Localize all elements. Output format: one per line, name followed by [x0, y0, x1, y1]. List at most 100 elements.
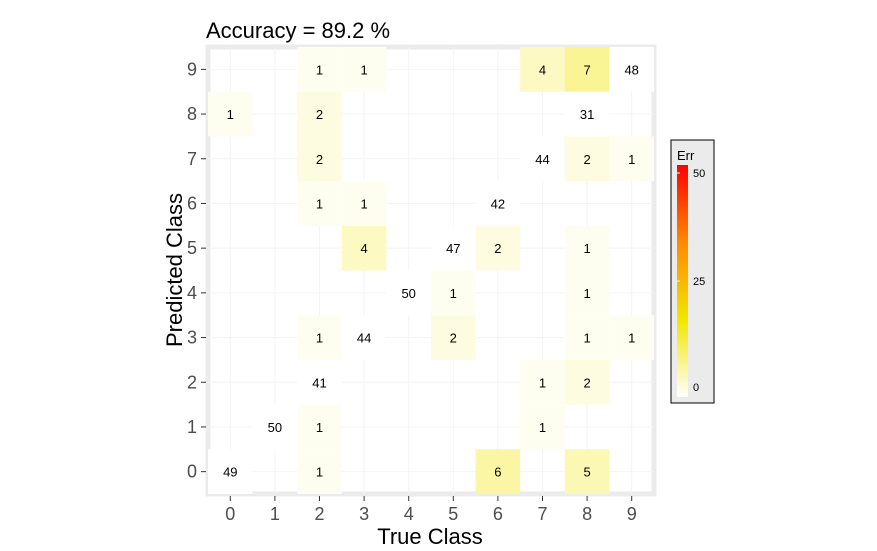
- y-tick-label: 6: [187, 193, 197, 213]
- cell-value-label: 4: [539, 62, 546, 77]
- heatmap-cell: [520, 359, 565, 405]
- cell-value-label: 2: [316, 107, 323, 122]
- x-tick-label: 7: [537, 504, 547, 524]
- cell-value-label: 1: [583, 241, 590, 256]
- heatmap-cell: [341, 47, 387, 92]
- cell-value-label: 2: [450, 331, 457, 346]
- heatmap-cell: [297, 181, 342, 226]
- cell-value-label: 1: [316, 62, 323, 77]
- cell-value-label: 44: [535, 152, 549, 167]
- heatmap-cell: [609, 136, 654, 182]
- cell-value-label: 5: [583, 465, 590, 480]
- heatmap-cell: [431, 315, 476, 360]
- x-tick-label: 1: [270, 504, 280, 524]
- heatmap-cell: [341, 225, 387, 271]
- cell-value-label: 1: [583, 286, 590, 301]
- heatmap-cell: [564, 315, 610, 360]
- x-tick-label: 4: [404, 504, 414, 524]
- heatmap-cell: [564, 449, 610, 494]
- heatmap-cell: [431, 270, 476, 316]
- cell-value-label: 31: [580, 107, 594, 122]
- x-tick-label: 8: [582, 504, 592, 524]
- x-tick-label: 0: [225, 504, 235, 524]
- cell-value-label: 1: [628, 152, 635, 167]
- cell-value-label: 1: [450, 286, 457, 301]
- y-axis-title: Predicted Class: [162, 193, 187, 347]
- cell-value-label: 1: [360, 196, 367, 211]
- heatmap-cell: [252, 404, 298, 450]
- x-tick-label: 3: [359, 504, 369, 524]
- cell-value-label: 1: [316, 196, 323, 211]
- heatmap-cell: [297, 315, 342, 360]
- heatmap-cell: [609, 315, 654, 360]
- heatmap-cell: [208, 91, 253, 137]
- cell-value-label: 1: [227, 107, 234, 122]
- y-tick-label: 0: [187, 462, 197, 482]
- heatmap-cell: [341, 181, 387, 226]
- x-tick-label: 2: [314, 504, 324, 524]
- legend-tick-label: 0: [693, 382, 699, 394]
- cell-value-label: 48: [624, 62, 638, 77]
- cell-value-label: 1: [316, 465, 323, 480]
- heatmap-cell: [341, 315, 387, 360]
- cell-labels: 4915011411122144411502147624211444521112…: [223, 62, 639, 479]
- heatmap-cell: [564, 47, 610, 92]
- heatmap-cell: [297, 47, 342, 92]
- x-tick-label: 9: [627, 504, 637, 524]
- cell-value-label: 49: [223, 465, 237, 480]
- heatmap-cell: [520, 47, 565, 92]
- x-tick-label: 5: [448, 504, 458, 524]
- cell-value-label: 7: [583, 62, 590, 77]
- heatmap-cell: [520, 136, 565, 182]
- cell-value-label: 50: [268, 420, 282, 435]
- heatmap-cell: [297, 91, 342, 137]
- cell-value-label: 1: [539, 420, 546, 435]
- cell-value-label: 2: [494, 241, 501, 256]
- heatmap-cell: [297, 359, 342, 405]
- heatmap-cell: [475, 225, 521, 271]
- heatmap-cell: [520, 404, 565, 450]
- heatmap-cell: [208, 449, 253, 494]
- cell-value-label: 2: [583, 152, 590, 167]
- heatmap-cell: [431, 225, 476, 271]
- heatmap-cell: [564, 91, 610, 137]
- heatmap-cell: [297, 404, 342, 450]
- legend-tick-label: 25: [693, 276, 705, 288]
- cell-value-label: 41: [312, 375, 326, 390]
- cell-value-label: 1: [583, 331, 590, 346]
- cell-value-label: 4: [360, 241, 367, 256]
- cell-value-label: 42: [491, 196, 505, 211]
- cell-value-label: 1: [316, 420, 323, 435]
- y-tick-label: 3: [187, 328, 197, 348]
- y-axis: 0 1 2 3 4 5 6 7 8 9: [187, 59, 206, 482]
- legend-title: Err: [677, 148, 695, 163]
- cell-value-label: 1: [360, 62, 367, 77]
- cell-value-label: 1: [628, 331, 635, 346]
- legend-color-bar: [677, 165, 688, 397]
- heatmap-cell: [564, 136, 610, 182]
- cell-value-label: 44: [357, 331, 371, 346]
- heatmap-cell: [386, 270, 431, 316]
- x-axis: 0 1 2 3 4 5 6 7 8 9: [225, 496, 637, 524]
- heatmap-cells: [208, 47, 654, 494]
- heatmap-cell: [297, 449, 342, 494]
- y-tick-label: 4: [187, 283, 197, 303]
- cell-value-label: 50: [401, 286, 415, 301]
- cell-value-label: 47: [446, 241, 460, 256]
- cell-value-label: 2: [583, 375, 590, 390]
- heatmap-cell: [564, 270, 610, 316]
- chart-title: Accuracy = 89.2 %: [206, 18, 390, 43]
- cell-value-label: 2: [316, 152, 323, 167]
- y-tick-label: 5: [187, 238, 197, 258]
- y-tick-label: 2: [187, 372, 197, 392]
- heatmap-cell: [475, 449, 521, 494]
- y-tick-label: 1: [187, 417, 197, 437]
- y-tick-label: 7: [187, 149, 197, 169]
- heatmap-cell: [564, 225, 610, 271]
- y-tick-label: 8: [187, 104, 197, 124]
- color-legend: Err 0 25 50: [670, 139, 715, 404]
- y-tick-label: 9: [187, 59, 197, 79]
- heatmap-cell: [297, 136, 342, 182]
- heatmap-cell: [475, 181, 521, 226]
